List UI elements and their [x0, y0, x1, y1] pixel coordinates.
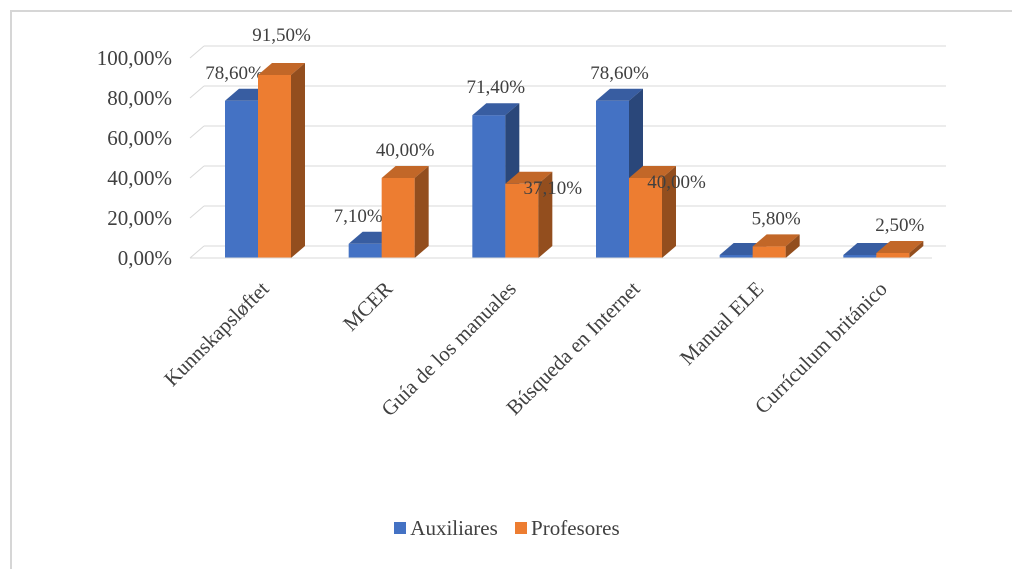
y-tick-label: 0,00% — [118, 246, 172, 270]
y-tick-label: 20,00% — [107, 206, 172, 230]
bar-side — [538, 171, 553, 258]
y-tick-label: 80,00% — [107, 86, 172, 110]
bar-front — [719, 255, 753, 258]
legend-label-profesores: Profesores — [531, 515, 620, 540]
data-label: 71,40% — [467, 77, 526, 98]
bar-profesores-1 — [381, 166, 429, 258]
bar-profesores-2 — [505, 171, 553, 258]
bar-profesores-3 — [629, 166, 676, 258]
x-category-label: Búsqueda en Internet — [501, 276, 644, 419]
bar-top — [629, 166, 676, 178]
bar-side — [785, 234, 800, 258]
data-label: 2,50% — [875, 215, 924, 236]
bar-top — [258, 63, 305, 75]
gridline-depth — [189, 85, 205, 99]
gridline-depth — [189, 205, 205, 219]
bar-front — [381, 178, 415, 258]
x-category-label: Guía de los manuales — [376, 277, 520, 421]
bar-front — [225, 100, 258, 258]
bar-front — [348, 243, 382, 258]
bar-front — [505, 183, 539, 258]
bar-profesores-4 — [752, 234, 800, 258]
bar-top — [381, 166, 429, 178]
y-tick-label: 100,00% — [97, 46, 172, 70]
legend: Auxiliares Profesores — [0, 515, 1014, 541]
bar-side — [909, 241, 924, 258]
legend-label-auxiliares: Auxiliares — [410, 515, 498, 540]
data-label: 7,10% — [334, 206, 383, 227]
bar-front — [876, 253, 910, 258]
gridline-depth — [189, 245, 205, 259]
data-label: 78,60% — [590, 63, 649, 84]
bar-front — [629, 178, 662, 258]
bar-side — [414, 166, 429, 258]
x-category-label: Manual ELE — [675, 277, 768, 370]
data-label: 37,10% — [524, 178, 583, 199]
x-category-label: Kunnskapsløftet — [159, 276, 273, 390]
bar-side — [291, 63, 305, 258]
bar-front — [258, 75, 291, 258]
legend-swatch-profesores — [515, 522, 528, 534]
y-tick-label: 40,00% — [107, 166, 172, 190]
legend-swatch-auxiliares — [394, 522, 407, 534]
bar-top — [596, 88, 643, 101]
bar-front — [752, 246, 786, 258]
gridline-depth — [189, 45, 205, 59]
data-label: 78,60% — [205, 63, 264, 84]
bar-profesores-0 — [258, 63, 305, 258]
bar-front — [843, 255, 877, 258]
legend-item-profesores: Profesores — [515, 516, 620, 541]
bar-front — [596, 100, 629, 258]
gridline-depth — [189, 165, 205, 179]
bar-front — [472, 115, 506, 258]
bar-top — [505, 171, 553, 184]
data-label: 40,00% — [376, 140, 435, 161]
x-category-label: MCER — [338, 277, 397, 336]
bar-top — [876, 241, 924, 253]
data-label: 91,50% — [252, 25, 311, 46]
y-tick-label: 60,00% — [107, 126, 172, 150]
data-label: 40,00% — [647, 172, 706, 193]
legend-item-auxiliares: Auxiliares — [394, 515, 498, 541]
bar-top — [472, 103, 520, 116]
x-category-label: Currículum británico — [750, 277, 892, 419]
bar-side — [662, 166, 676, 258]
chart-frame — [10, 10, 1012, 569]
bar-profesores-5 — [876, 241, 924, 258]
bar-top — [752, 234, 800, 247]
gridline-depth — [189, 125, 205, 139]
data-label: 5,80% — [752, 208, 801, 229]
